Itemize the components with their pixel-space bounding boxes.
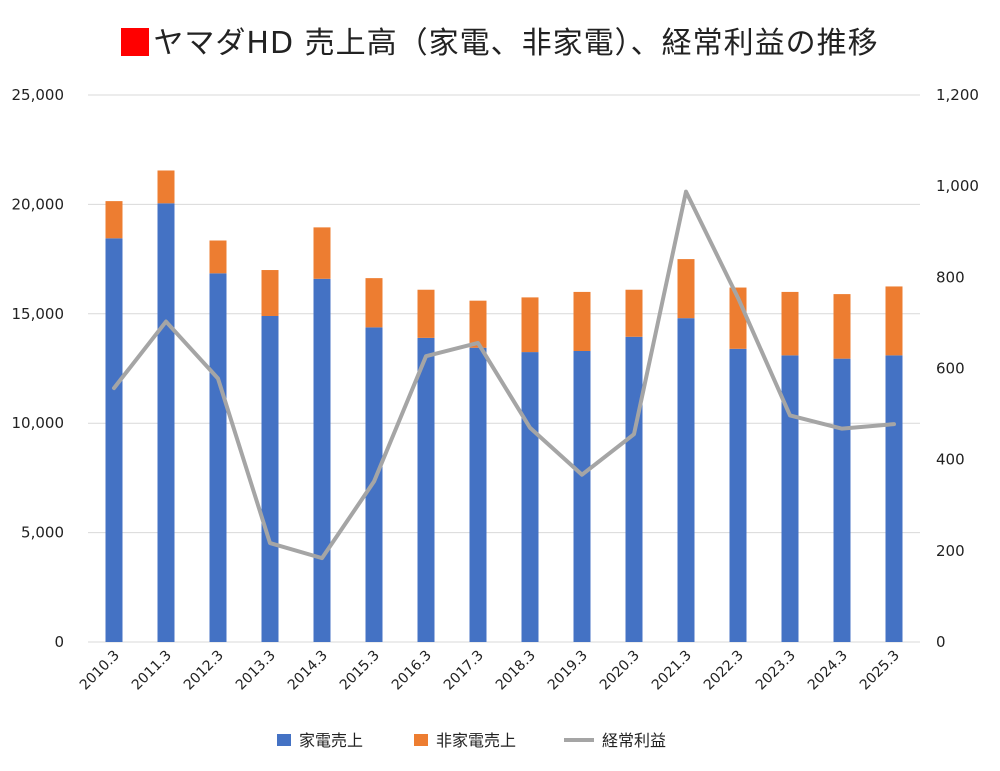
bar-non-appliance-sales <box>209 240 227 274</box>
bar-appliance-sales <box>625 336 643 642</box>
legend-non-appliance-swatch <box>414 734 428 746</box>
category-label: 2022.3 <box>701 648 747 694</box>
bar-appliance-sales <box>573 350 591 642</box>
bar-non-appliance-sales <box>261 270 279 316</box>
bar-non-appliance-sales <box>105 201 123 239</box>
category-label: 2018.3 <box>493 648 539 694</box>
category-label: 2020.3 <box>597 648 643 694</box>
bar-appliance-sales <box>157 203 175 642</box>
bar-non-appliance-sales <box>313 227 331 279</box>
category-label: 2013.3 <box>233 648 279 694</box>
left-tick-label: 20,000 <box>12 195 65 213</box>
line-ordinary-profit <box>112 189 896 561</box>
bar-appliance-sales <box>833 358 851 642</box>
category-label: 2024.3 <box>805 648 851 694</box>
right-tick-label: 200 <box>936 542 965 560</box>
bar-non-appliance-sales <box>521 297 539 353</box>
bar-non-appliance-sales <box>469 300 487 348</box>
right-tick-label: 1,200 <box>936 86 979 104</box>
right-tick-label: 800 <box>936 268 965 286</box>
grid-lines <box>88 94 920 643</box>
left-tick-label: 10,000 <box>12 414 65 432</box>
bar-non-appliance-sales <box>781 291 799 356</box>
left-axis: 0 5,000 10,000 15,000 20,000 25,000 <box>12 86 65 651</box>
legend-label: 非家電売上 <box>436 731 516 750</box>
category-label: 2019.3 <box>545 648 591 694</box>
bar-non-appliance-sales <box>417 289 435 338</box>
bar-appliance-sales <box>469 347 487 642</box>
legend-appliance-swatch <box>277 734 291 746</box>
bar-appliance-sales <box>677 318 695 642</box>
chart-title: ヤマダHD 売上高（家電、非家電）、経常利益の推移 <box>0 18 1000 62</box>
title-marker-icon <box>121 28 150 56</box>
right-tick-label: 1,000 <box>936 177 979 195</box>
legend-label: 経常利益 <box>602 731 666 750</box>
category-label: 2014.3 <box>285 648 331 694</box>
line-series <box>112 189 896 561</box>
category-label: 2025.3 <box>857 648 903 694</box>
left-tick-label: 15,000 <box>12 305 65 323</box>
right-tick-label: 0 <box>936 633 946 651</box>
category-label: 2021.3 <box>649 648 695 694</box>
bar-appliance-sales <box>781 355 799 642</box>
category-label: 2023.3 <box>753 648 799 694</box>
right-axis: 0 200 400 600 800 1,000 1,200 <box>936 86 979 651</box>
legend-label: 家電売上 <box>299 731 363 750</box>
category-label: 2016.3 <box>389 648 435 694</box>
category-label: 2011.3 <box>129 648 175 694</box>
category-label: 2012.3 <box>181 648 227 694</box>
bar-non-appliance-sales <box>833 294 851 359</box>
bar-appliance-sales <box>261 315 279 642</box>
bar-appliance-sales <box>313 278 331 642</box>
bar-non-appliance-sales <box>625 289 643 337</box>
bar-appliance-sales <box>885 355 903 642</box>
bar-appliance-sales <box>729 348 747 642</box>
chart-title-text: ヤマダHD 売上高（家電、非家電）、経常利益の推移 <box>153 26 879 61</box>
bar-non-appliance-sales <box>885 286 903 356</box>
left-tick-label: 5,000 <box>21 524 64 542</box>
right-tick-label: 400 <box>936 451 965 469</box>
legend: 家電売上 非家電売上 経常利益 <box>277 731 666 750</box>
bar-appliance-sales <box>209 273 227 642</box>
category-label: 2010.3 <box>77 648 123 694</box>
category-label: 2015.3 <box>337 648 383 694</box>
bar-non-appliance-sales <box>677 259 695 319</box>
category-axis: 2010.3 2011.3 2012.3 2013.3 2014.3 2015.3 2016… <box>77 648 903 694</box>
left-tick-label: 25,000 <box>12 86 65 104</box>
bar-appliance-sales <box>417 337 435 642</box>
bar-non-appliance-sales <box>573 291 591 351</box>
bar-non-appliance-sales <box>157 170 175 204</box>
right-tick-label: 600 <box>936 360 965 378</box>
bar-appliance-sales <box>521 352 539 642</box>
left-tick-label: 0 <box>54 633 64 651</box>
bar-non-appliance-sales <box>365 278 383 328</box>
category-label: 2017.3 <box>441 648 487 694</box>
bar-appliance-sales <box>105 238 123 642</box>
